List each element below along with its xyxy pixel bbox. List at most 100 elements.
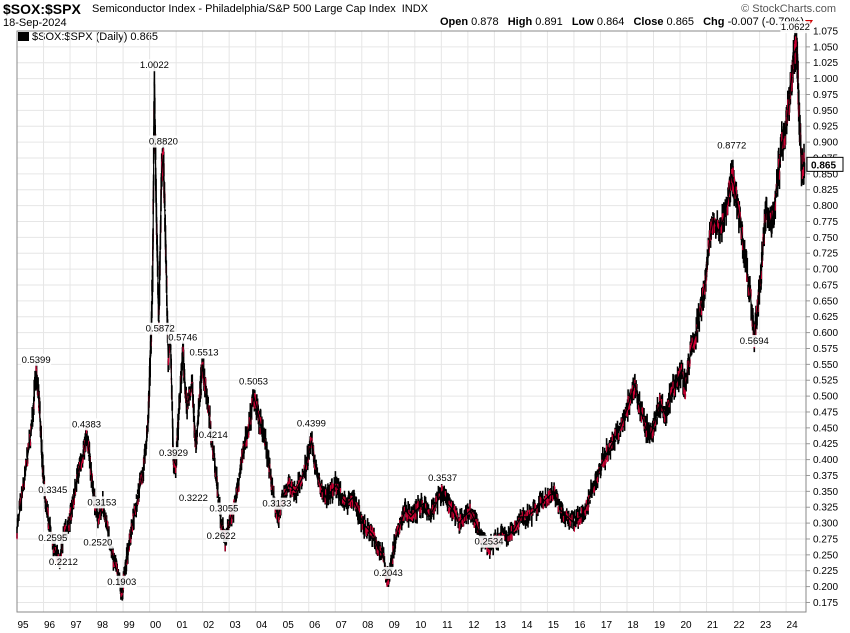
y-tick-label: 0.850	[813, 169, 838, 180]
annotation-bg	[86, 496, 117, 509]
x-tick-label: 19	[654, 620, 666, 631]
value-annotation: 0.3133	[262, 499, 291, 510]
close-value: 0.865	[666, 16, 695, 28]
x-tick-label: 22	[734, 620, 746, 631]
y-tick-label: 0.425	[813, 439, 838, 450]
symbol-description: Semiconductor Index - Philadelphia/S&P 5…	[92, 3, 428, 15]
y-tick-label: 0.900	[813, 138, 838, 149]
x-tick-label: 20	[680, 620, 692, 631]
x-tick-label: 24	[787, 620, 799, 631]
exchange-label: INDX	[401, 3, 428, 15]
ohlc-readout: Open 0.878 High 0.891 Low 0.864 Close 0.…	[434, 16, 804, 28]
last-value-box	[806, 156, 844, 172]
y-tick-label: 0.600	[813, 328, 838, 339]
chart-date: 18-Sep-2024	[3, 17, 67, 29]
value-annotation: 0.2622	[207, 531, 236, 542]
x-tick-label: 02	[203, 620, 215, 631]
value-annotation: 1.0622	[781, 22, 810, 33]
annotation-bg	[158, 447, 189, 460]
annotation-bg	[780, 21, 811, 34]
value-annotation: 0.3222	[179, 493, 208, 504]
y-tick-label: 0.500	[813, 392, 838, 403]
y-tick-label: 0.475	[813, 407, 838, 418]
last-value-label: 0.865	[811, 160, 836, 171]
annotation-bg	[474, 535, 505, 548]
annotation-bg	[208, 502, 239, 515]
y-tick-label: 0.950	[813, 106, 838, 117]
x-tick-label: 11	[442, 620, 453, 631]
value-annotation: 0.3929	[159, 448, 188, 459]
high-value: 0.891	[535, 16, 563, 28]
value-annotation: 0.4383	[72, 419, 101, 430]
annotation-bg	[373, 566, 404, 579]
value-annotation: 0.5694	[740, 336, 769, 347]
open-label: Open	[439, 16, 469, 28]
y-tick-label: 0.975	[813, 90, 838, 101]
annotation-bg	[167, 331, 198, 344]
x-tick-label: 03	[230, 620, 242, 631]
y-tick-label: 0.175	[813, 598, 838, 609]
value-annotation: 0.4214	[199, 430, 228, 441]
x-tick-label: 14	[521, 620, 533, 631]
x-tick-label: 18	[627, 620, 639, 631]
x-tick-label: 99	[124, 620, 136, 631]
annotation-bg	[238, 375, 269, 388]
x-tick-label: 21	[707, 620, 719, 631]
x-tick-label: 12	[468, 620, 480, 631]
annotation-bg	[296, 417, 327, 430]
value-annotation: 0.2534	[475, 537, 504, 548]
annotation-bg	[716, 139, 747, 152]
annotation-bg	[37, 484, 68, 497]
annotation-bg	[71, 418, 102, 431]
chg-label: Chg	[703, 16, 725, 28]
legend-text: $SOX:$SPX (Daily) 0.865	[32, 31, 158, 43]
close-label: Close	[633, 16, 664, 28]
price-line	[16, 46, 806, 594]
x-tick-label: 10	[415, 620, 427, 631]
y-tick-label: 1.075	[813, 27, 838, 38]
x-tick-label: 08	[362, 620, 374, 631]
annotation-bg	[145, 322, 176, 335]
x-tick-label: 04	[256, 620, 268, 631]
annotation-bg	[178, 492, 209, 505]
x-tick-label: 00	[150, 620, 162, 631]
x-tick-label: 09	[389, 620, 401, 631]
x-tick-label: 97	[70, 620, 82, 631]
y-tick-label: 0.550	[813, 360, 838, 371]
y-tick-label: 0.325	[813, 503, 838, 514]
x-tick-label: 01	[177, 620, 189, 631]
high-label: High	[507, 16, 533, 28]
x-tick-label: 96	[44, 620, 56, 631]
annotation-bg	[21, 353, 52, 366]
y-tick-label: 0.800	[813, 201, 838, 212]
annotation-bg	[739, 335, 770, 348]
value-annotation: 0.3153	[87, 497, 116, 508]
description-text: Semiconductor Index - Philadelphia/S&P 5…	[92, 3, 396, 15]
low-value: 0.864	[596, 16, 625, 28]
y-tick-label: 0.375	[813, 471, 838, 482]
value-annotation: 0.4399	[297, 418, 326, 429]
y-tick-label: 0.525	[813, 376, 838, 387]
x-tick-label: 98	[97, 620, 109, 631]
value-annotation: 0.5399	[22, 355, 51, 366]
annotation-bg	[48, 556, 79, 569]
annotation-bg	[427, 472, 458, 485]
y-tick-label: 0.700	[813, 265, 838, 276]
x-tick-label: 17	[601, 620, 613, 631]
value-annotation: 0.8772	[717, 141, 746, 152]
value-annotation: 0.5053	[239, 377, 268, 388]
annotation-bg	[198, 429, 229, 442]
y-tick-label: 1.000	[813, 74, 838, 85]
y-tick-label: 0.825	[813, 185, 838, 196]
y-tick-label: 0.675	[813, 280, 838, 291]
x-tick-label: 05	[283, 620, 295, 631]
value-annotation: 0.2520	[83, 538, 112, 549]
open-value: 0.878	[471, 16, 499, 28]
legend-swatch-icon	[18, 32, 29, 41]
value-annotation: 0.3537	[428, 473, 457, 484]
x-tick-label: 95	[17, 620, 29, 631]
value-annotation: 0.5746	[168, 333, 197, 344]
value-annotation: 0.1903	[107, 577, 136, 588]
y-tick-label: 0.925	[813, 122, 838, 133]
